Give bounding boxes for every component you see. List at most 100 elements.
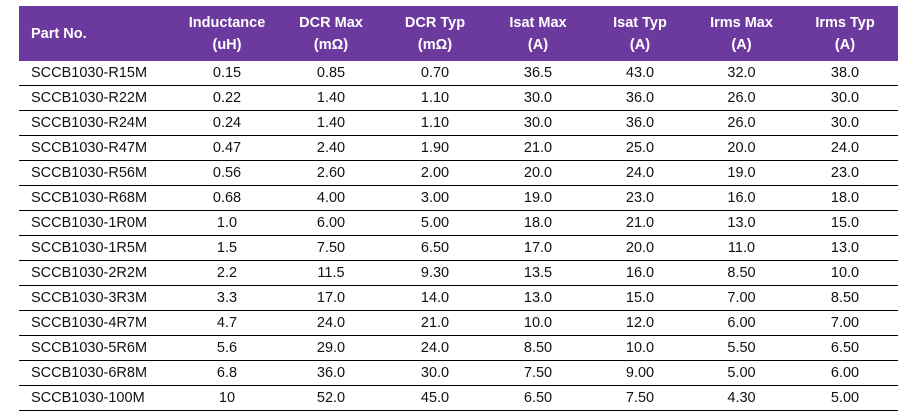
- column-header-unit: (A): [731, 36, 752, 53]
- table-row: SCCB1030-5R6M 5.6 29.0 24.0 8.50 10.0 5.50 6.50: [19, 335, 898, 361]
- cell-dcr-max: 2.60: [279, 160, 383, 186]
- cell-isat-max: 30.0: [487, 85, 589, 111]
- cell-irms-max: 32.0: [691, 61, 792, 86]
- cell-isat-max: 18.0: [487, 210, 589, 236]
- column-header-label: Part No.: [31, 25, 87, 42]
- cell-part-no: SCCB1030-R47M: [19, 135, 175, 161]
- column-header-label: Irms Typ: [815, 14, 875, 31]
- cell-irms-max: 26.0: [691, 110, 792, 136]
- cell-part-no: SCCB1030-R15M: [19, 61, 175, 86]
- column-header-unit: (mΩ): [313, 36, 349, 53]
- cell-irms-max: 7.00: [691, 285, 792, 311]
- cell-inductance: 0.68: [175, 185, 279, 211]
- column-header-unit: (uH): [212, 36, 242, 53]
- cell-part-no: SCCB1030-R24M: [19, 110, 175, 136]
- cell-irms-typ: 5.00: [792, 385, 898, 411]
- cell-dcr-max: 11.5: [279, 260, 383, 286]
- cell-irms-typ: 24.0: [792, 135, 898, 161]
- cell-irms-max: 11.0: [691, 235, 792, 261]
- cell-irms-typ: 8.50: [792, 285, 898, 311]
- cell-isat-typ: 21.0: [589, 210, 691, 236]
- table-row: SCCB1030-R24M 0.24 1.40 1.10 30.0 36.0 26.0 30.…: [19, 110, 898, 136]
- column-header-label: DCR Max: [299, 14, 363, 31]
- cell-isat-typ: 36.0: [589, 110, 691, 136]
- column-header-label: Inductance: [188, 14, 266, 31]
- cell-part-no: SCCB1030-2R2M: [19, 260, 175, 286]
- cell-dcr-max: 24.0: [279, 310, 383, 336]
- column-header-unit: (A): [629, 36, 651, 53]
- cell-irms-max: 5.50: [691, 335, 792, 361]
- cell-dcr-max: 6.00: [279, 210, 383, 236]
- table-row: SCCB1030-2R2M 2.2 11.5 9.30 13.5 16.0 8.50 10.0: [19, 260, 898, 286]
- cell-inductance: 1.0: [175, 210, 279, 236]
- cell-dcr-max: 2.40: [279, 135, 383, 161]
- cell-irms-typ: 13.0: [792, 235, 898, 261]
- table-row: SCCB1030-R68M 0.68 4.00 3.00 19.0 23.0 16.0 18.…: [19, 185, 898, 211]
- cell-inductance: 4.7: [175, 310, 279, 336]
- table-row: SCCB1030-4R7M 4.7 24.0 21.0 10.0 12.0 6.00 7.00: [19, 310, 898, 336]
- table-row: SCCB1030-3R3M 3.3 17.0 14.0 13.0 15.0 7.00 8.50: [19, 285, 898, 311]
- table-header: Part No. Inductance (uH) DCR Max (mΩ) DCR Typ…: [19, 6, 898, 61]
- cell-irms-typ: 6.50: [792, 335, 898, 361]
- cell-dcr-typ: 45.0: [383, 385, 487, 411]
- cell-inductance: 0.24: [175, 110, 279, 136]
- table-row: SCCB1030-1R0M 1.0 6.00 5.00 18.0 21.0 13.0 15.0: [19, 210, 898, 236]
- cell-inductance: 3.3: [175, 285, 279, 311]
- cell-inductance: 0.56: [175, 160, 279, 186]
- column-header-inductance: Inductance (uH): [175, 6, 279, 61]
- cell-isat-typ: 16.0: [589, 260, 691, 286]
- cell-isat-typ: 24.0: [589, 160, 691, 186]
- cell-isat-typ: 10.0: [589, 335, 691, 361]
- cell-dcr-typ: 1.10: [383, 85, 487, 111]
- column-header-unit: (A): [527, 36, 549, 53]
- cell-dcr-max: 17.0: [279, 285, 383, 311]
- column-header-label: Isat Max: [509, 14, 567, 31]
- table-row: SCCB1030-100M 10 52.0 45.0 6.50 7.50 4.30 5.00: [19, 385, 898, 411]
- cell-dcr-max: 29.0: [279, 335, 383, 361]
- cell-dcr-max: 1.40: [279, 110, 383, 136]
- cell-irms-typ: 7.00: [792, 310, 898, 336]
- column-header-dcr-typ: DCR Typ (mΩ): [383, 6, 487, 61]
- cell-dcr-typ: 1.10: [383, 110, 487, 136]
- cell-isat-max: 13.0: [487, 285, 589, 311]
- inductor-spec-table: Part No. Inductance (uH) DCR Max (mΩ) DCR Typ…: [19, 6, 898, 411]
- cell-dcr-typ: 0.70: [383, 61, 487, 86]
- cell-dcr-typ: 14.0: [383, 285, 487, 311]
- column-header-part-no: Part No.: [19, 6, 175, 61]
- cell-isat-max: 30.0: [487, 110, 589, 136]
- cell-inductance: 0.15: [175, 61, 279, 86]
- cell-part-no: SCCB1030-R22M: [19, 85, 175, 111]
- cell-inductance: 1.5: [175, 235, 279, 261]
- cell-isat-max: 17.0: [487, 235, 589, 261]
- cell-irms-max: 5.00: [691, 360, 792, 386]
- cell-irms-typ: 10.0: [792, 260, 898, 286]
- cell-part-no: SCCB1030-1R5M: [19, 235, 175, 261]
- cell-irms-max: 16.0: [691, 185, 792, 211]
- cell-irms-max: 4.30: [691, 385, 792, 411]
- table-body: SCCB1030-R15M 0.15 0.85 0.70 36.5 43.0 32.0 38.…: [19, 61, 898, 411]
- cell-inductance: 0.22: [175, 85, 279, 111]
- cell-isat-max: 19.0: [487, 185, 589, 211]
- cell-dcr-typ: 21.0: [383, 310, 487, 336]
- header-row: Part No. Inductance (uH) DCR Max (mΩ) DCR Typ…: [19, 6, 898, 61]
- cell-dcr-typ: 6.50: [383, 235, 487, 261]
- cell-dcr-typ: 5.00: [383, 210, 487, 236]
- column-header-unit: (A): [834, 36, 856, 53]
- cell-dcr-max: 4.00: [279, 185, 383, 211]
- cell-isat-max: 10.0: [487, 310, 589, 336]
- column-header-irms-typ: Irms Typ (A): [792, 6, 898, 61]
- column-header-isat-typ: Isat Typ (A): [589, 6, 691, 61]
- cell-part-no: SCCB1030-6R8M: [19, 360, 175, 386]
- cell-isat-typ: 15.0: [589, 285, 691, 311]
- cell-isat-typ: 25.0: [589, 135, 691, 161]
- cell-irms-typ: 15.0: [792, 210, 898, 236]
- cell-isat-max: 8.50: [487, 335, 589, 361]
- cell-irms-max: 20.0: [691, 135, 792, 161]
- cell-irms-typ: 30.0: [792, 85, 898, 111]
- cell-isat-typ: 20.0: [589, 235, 691, 261]
- cell-inductance: 10: [175, 385, 279, 411]
- cell-irms-max: 26.0: [691, 85, 792, 111]
- column-header-label: DCR Typ: [404, 14, 466, 31]
- cell-dcr-typ: 2.00: [383, 160, 487, 186]
- table-row: SCCB1030-6R8M 6.8 36.0 30.0 7.50 9.00 5.00 6.00: [19, 360, 898, 386]
